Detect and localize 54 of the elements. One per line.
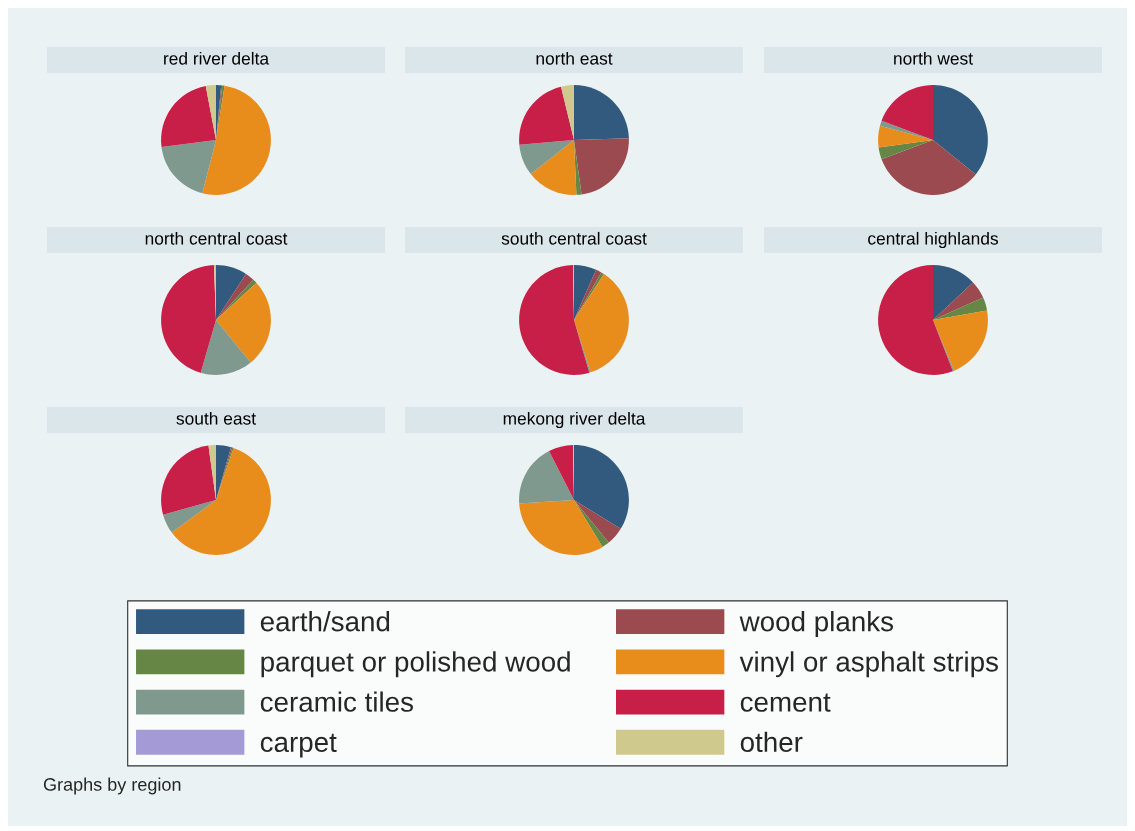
pie-slice	[933, 297, 988, 320]
text: Graphs by region	[43, 777, 181, 795]
pie-slice	[933, 282, 984, 320]
pie-slice	[878, 140, 933, 160]
chart-title: south central coast	[501, 231, 647, 245]
pie-slice	[163, 500, 216, 533]
legend-label: carpet	[260, 733, 337, 758]
pie-slice	[574, 138, 629, 195]
pie-slice	[881, 140, 976, 195]
legend-label: wood planks	[739, 611, 894, 637]
chart-title: south east	[176, 411, 256, 425]
pie-slice	[574, 265, 597, 320]
pie-slice	[171, 447, 271, 555]
pie-slice	[200, 320, 251, 375]
pie-slice	[574, 445, 629, 529]
pie-slice	[161, 86, 216, 147]
pie-slice	[202, 85, 271, 195]
legend-label: other	[740, 731, 803, 753]
legend-label: earth/sand	[260, 611, 390, 632]
pie-slice	[519, 86, 574, 145]
chart-title: central highlands	[868, 231, 999, 249]
pie-slice	[933, 85, 988, 175]
pie-slice	[878, 125, 933, 148]
chart-title: red river delta	[164, 51, 270, 65]
legend-label: vinyl or asphalt strips	[739, 651, 998, 678]
pie-slice	[519, 140, 574, 174]
pie-slice	[161, 265, 216, 373]
pie-slice	[561, 85, 574, 140]
chart-title: mekong river delta	[503, 411, 646, 429]
legend-label: parquet or polished wood	[261, 651, 570, 678]
pie-slice	[519, 500, 603, 555]
chart-title: north east	[536, 51, 613, 65]
pie-slice	[519, 265, 590, 375]
pie-slice	[161, 140, 216, 194]
pie-slice	[216, 265, 247, 320]
pie-slice	[881, 85, 933, 140]
pie-slice	[519, 451, 574, 504]
pie-slice	[933, 265, 974, 320]
pie-slice	[574, 85, 629, 140]
pie-slice	[574, 500, 621, 543]
pie-slice	[216, 282, 271, 363]
legend-label: cement	[740, 693, 831, 712]
chart-title: north central coast	[145, 231, 288, 245]
pie-slice	[205, 85, 216, 140]
pie-slice	[549, 445, 574, 500]
pie-slice	[574, 274, 629, 373]
pie-slice	[933, 310, 988, 371]
pie-slice	[574, 500, 609, 547]
pie-slice	[530, 140, 577, 195]
chart-title: north west	[894, 51, 973, 65]
pie-slice	[879, 120, 933, 140]
pie-slice	[878, 265, 953, 375]
pie-slice	[161, 445, 216, 515]
legend-label: ceramic tiles	[260, 691, 413, 712]
